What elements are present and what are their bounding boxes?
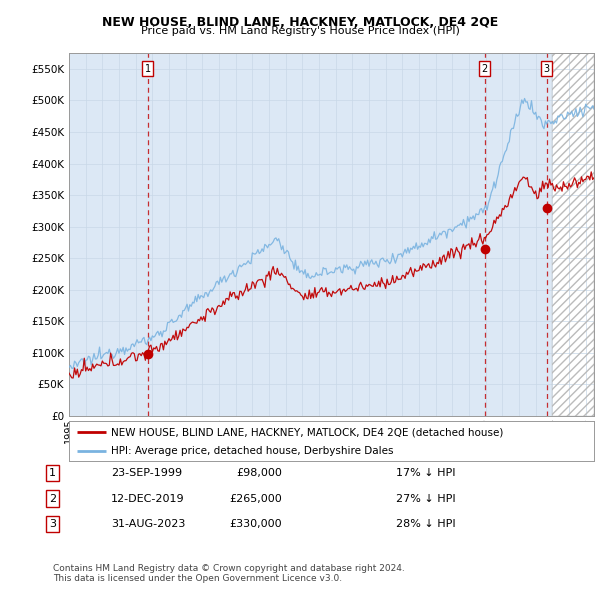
Text: 2: 2 xyxy=(49,494,56,503)
Text: 23-SEP-1999: 23-SEP-1999 xyxy=(111,468,182,478)
Text: Price paid vs. HM Land Registry's House Price Index (HPI): Price paid vs. HM Land Registry's House … xyxy=(140,26,460,36)
Text: 28% ↓ HPI: 28% ↓ HPI xyxy=(396,519,455,529)
Text: NEW HOUSE, BLIND LANE, HACKNEY, MATLOCK, DE4 2QE (detached house): NEW HOUSE, BLIND LANE, HACKNEY, MATLOCK,… xyxy=(111,427,503,437)
Text: NEW HOUSE, BLIND LANE, HACKNEY, MATLOCK, DE4 2QE: NEW HOUSE, BLIND LANE, HACKNEY, MATLOCK,… xyxy=(102,16,498,29)
Text: 1: 1 xyxy=(49,468,56,478)
Text: £98,000: £98,000 xyxy=(236,468,282,478)
Text: 2: 2 xyxy=(482,64,488,74)
Text: HPI: Average price, detached house, Derbyshire Dales: HPI: Average price, detached house, Derb… xyxy=(111,447,394,456)
Text: Contains HM Land Registry data © Crown copyright and database right 2024.
This d: Contains HM Land Registry data © Crown c… xyxy=(53,563,404,583)
Bar xyxy=(553,53,594,416)
Text: 3: 3 xyxy=(544,64,550,74)
Text: 31-AUG-2023: 31-AUG-2023 xyxy=(111,519,185,529)
Text: £265,000: £265,000 xyxy=(229,494,282,503)
Text: 1: 1 xyxy=(145,64,151,74)
Text: 12-DEC-2019: 12-DEC-2019 xyxy=(111,494,185,503)
Text: £330,000: £330,000 xyxy=(229,519,282,529)
Text: 17% ↓ HPI: 17% ↓ HPI xyxy=(396,468,455,478)
Text: 3: 3 xyxy=(49,519,56,529)
Text: 27% ↓ HPI: 27% ↓ HPI xyxy=(396,494,455,503)
Bar xyxy=(553,53,594,416)
